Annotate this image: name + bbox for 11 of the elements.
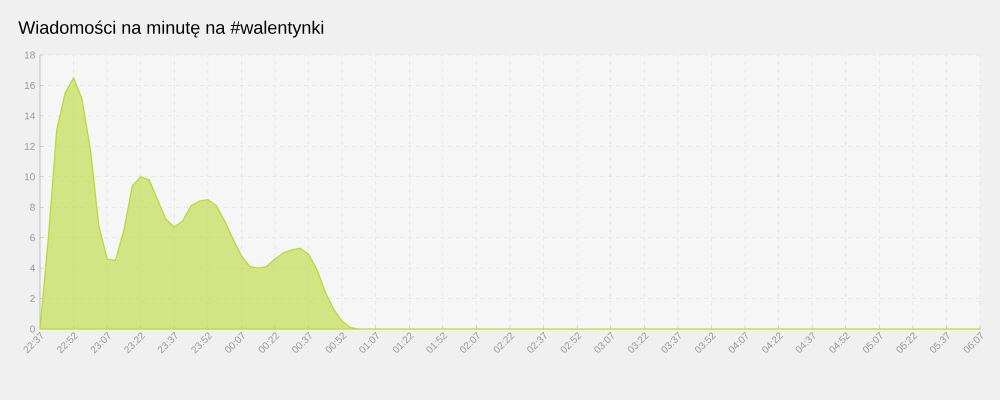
y-tick-label: 12 [24,142,35,150]
y-tick-label: 4 [30,264,35,272]
y-tick-label: 10 [24,173,35,180]
y-tick-label: 6 [30,234,35,242]
chart-title: Wiadomości na minutę na #walentynki [18,20,324,38]
y-tick-label: 14 [24,112,35,120]
y-tick-label: 18 [24,51,35,59]
y-tick-label: 16 [24,82,35,89]
y-tick-label: 0 [30,325,35,333]
y-tick-label: 2 [30,295,35,302]
y-tick-label: 8 [30,204,35,211]
